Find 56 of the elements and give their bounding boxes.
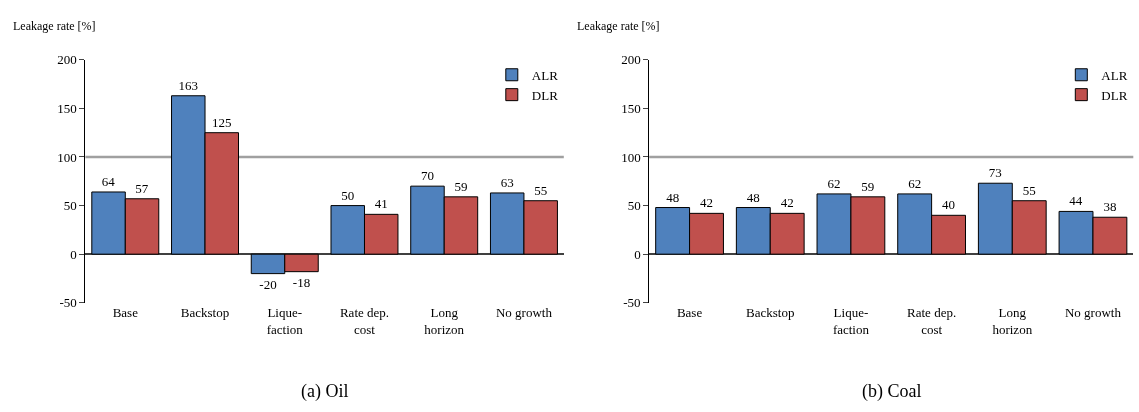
data-label: 44 [1069, 193, 1083, 209]
y-tick-label: 100 [621, 149, 641, 165]
data-label: 73 [988, 165, 1002, 181]
data-label: 50 [341, 187, 355, 203]
data-label: 62 [908, 175, 922, 191]
x-tick-label: Backstop [180, 304, 230, 320]
data-label: 125 [212, 114, 232, 130]
x-tick-label: No growth [1064, 304, 1122, 320]
data-label: -18 [292, 274, 311, 290]
text: (a) Oil [301, 381, 349, 402]
x-tick-label: Long horizon [424, 304, 465, 337]
y-tick-label: 150 [621, 100, 641, 116]
x-tick-label: Base [112, 304, 139, 320]
data-label: -20 [259, 276, 277, 292]
x-tick-label: Base [676, 304, 703, 320]
text: (b) Coal [862, 381, 922, 402]
x-tick-label: Long horizon [992, 304, 1033, 337]
data-label: 40 [942, 197, 956, 213]
data-label: 59 [861, 178, 875, 194]
legend-label: ALR [531, 67, 559, 83]
data-label: 55 [1022, 182, 1036, 198]
data-label: 48 [746, 189, 760, 205]
y-tick-label: 100 [57, 149, 77, 165]
legend-label: ALR [1101, 67, 1128, 83]
legend-label: DLR [1101, 87, 1128, 103]
x-tick-label: Rate dep. cost [907, 304, 957, 337]
legend-label: DLR [531, 87, 559, 103]
y-tick-label: -50 [59, 295, 77, 311]
y-tick-label: 200 [57, 52, 77, 68]
data-label: 62 [827, 175, 841, 191]
y-tick-label: 0 [70, 246, 77, 262]
y-tick-label: 200 [621, 52, 641, 68]
x-tick-label: No growth [495, 304, 553, 320]
x-tick-label: Lique- faction [832, 304, 870, 337]
y-tick-label: 0 [634, 246, 641, 262]
data-label: 42 [780, 195, 794, 211]
x-tick-label: Lique- faction [266, 304, 304, 337]
x-tick-label: Backstop [746, 304, 795, 320]
y-tick-label: 50 [627, 198, 641, 214]
data-label: 48 [666, 189, 680, 205]
y-tick-label: 150 [57, 100, 77, 116]
data-label: 64 [101, 173, 116, 189]
data-label: 70 [420, 168, 434, 184]
data-label: 55 [534, 182, 548, 198]
x-tick-label: Rate dep. cost [339, 304, 390, 337]
data-label: 42 [700, 195, 714, 211]
data-label: 38 [1103, 199, 1117, 215]
data-label: 163 [178, 77, 199, 93]
y-tick-label: 50 [63, 198, 77, 214]
y-tick-label: -50 [623, 295, 641, 311]
y-axis-title: Leakage rate [%] [13, 19, 96, 33]
data-label: 57 [135, 180, 149, 196]
y-axis-title: Leakage rate [%] [577, 19, 660, 33]
data-label: 63 [500, 174, 514, 190]
data-label: 59 [454, 178, 468, 194]
data-label: 41 [374, 196, 388, 212]
